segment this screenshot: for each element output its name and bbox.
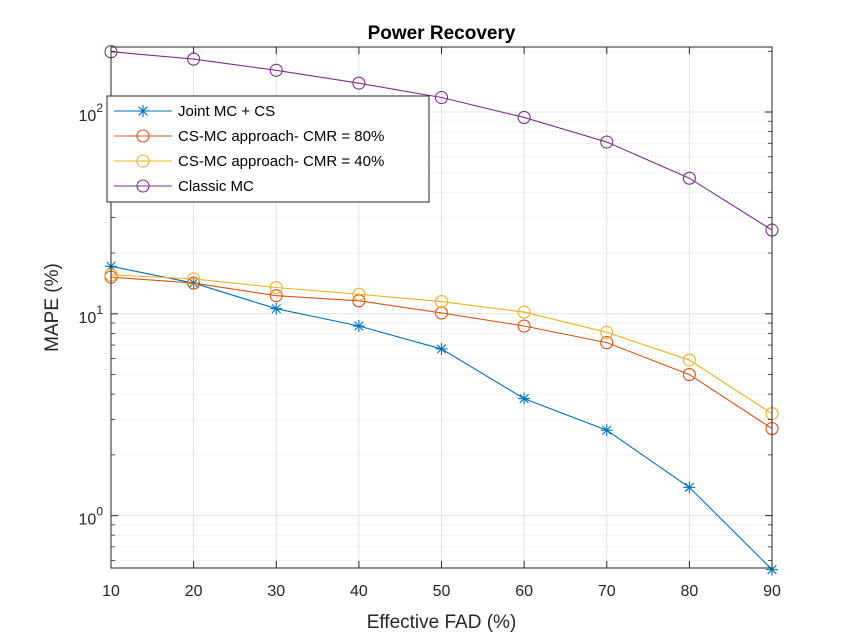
legend-box	[106, 95, 430, 203]
data-point	[600, 424, 613, 437]
data-point	[518, 392, 531, 405]
data-point	[434, 90, 449, 105]
data-point	[352, 76, 366, 90]
y-tick-label: 100	[79, 505, 104, 529]
data-point	[517, 319, 531, 333]
legend-label: CS-MC approach- CMR = 80%	[178, 128, 384, 145]
data-point	[434, 295, 449, 309]
series-line	[110, 51, 773, 231]
x-tick-label: 20	[185, 583, 203, 600]
data-point	[269, 289, 283, 303]
x-axis-label: Effective FAD (%)	[367, 612, 517, 633]
x-tick-label: 90	[763, 583, 781, 600]
data-point	[137, 105, 149, 117]
legend-item: Joint MC + CS	[114, 103, 275, 120]
data-point	[434, 306, 449, 320]
legend-label: Joint MC + CS	[178, 103, 275, 120]
data-point	[682, 171, 696, 185]
legend: Joint MC + CS CS-MC approach- CMR = 80% CS…	[106, 95, 430, 203]
x-tick-labels: 10 20 30 40 50 60 70 80 90	[102, 583, 781, 600]
data-point	[352, 320, 365, 333]
series-layer	[104, 45, 779, 576]
chart-title: Power Recovery	[368, 23, 516, 44]
x-tick-label: 50	[433, 583, 451, 600]
data-point	[269, 280, 283, 295]
data-point	[435, 342, 448, 355]
data-point	[187, 276, 201, 290]
data-point	[136, 179, 150, 193]
legend-item: CS-MC approach- CMR = 80%	[114, 128, 384, 145]
y-axis-label: MAPE (%)	[42, 263, 63, 352]
data-point	[136, 129, 150, 143]
legend-item: CS-MC approach- CMR = 40%	[114, 153, 384, 170]
legend-label: Classic MC	[178, 178, 254, 195]
data-point	[352, 287, 366, 301]
data-point	[600, 336, 614, 350]
data-point	[600, 135, 614, 149]
legend-item: Classic MC	[114, 178, 254, 195]
data-point	[517, 305, 531, 319]
y-tick-label: 101	[79, 303, 104, 327]
data-point	[517, 110, 531, 124]
x-tick-label: 70	[598, 583, 616, 600]
x-tick-label: 40	[350, 583, 368, 600]
series-line	[110, 276, 773, 430]
x-tick-label: 80	[680, 583, 698, 600]
data-point	[136, 154, 150, 168]
x-tick-label: 10	[102, 583, 120, 600]
x-tick-label: 60	[515, 583, 533, 600]
legend-label: CS-MC approach- CMR = 40%	[178, 153, 384, 170]
data-point	[600, 325, 614, 339]
x-tick-label: 30	[267, 583, 285, 600]
series-line	[110, 274, 773, 415]
data-point	[682, 353, 696, 367]
data-point	[269, 63, 283, 77]
data-point	[270, 302, 283, 315]
data-point	[187, 272, 201, 286]
data-point	[682, 368, 696, 382]
data-point	[683, 481, 696, 494]
y-tick-labels: 100 101 102	[79, 101, 104, 529]
y-tick-label: 102	[79, 101, 104, 125]
